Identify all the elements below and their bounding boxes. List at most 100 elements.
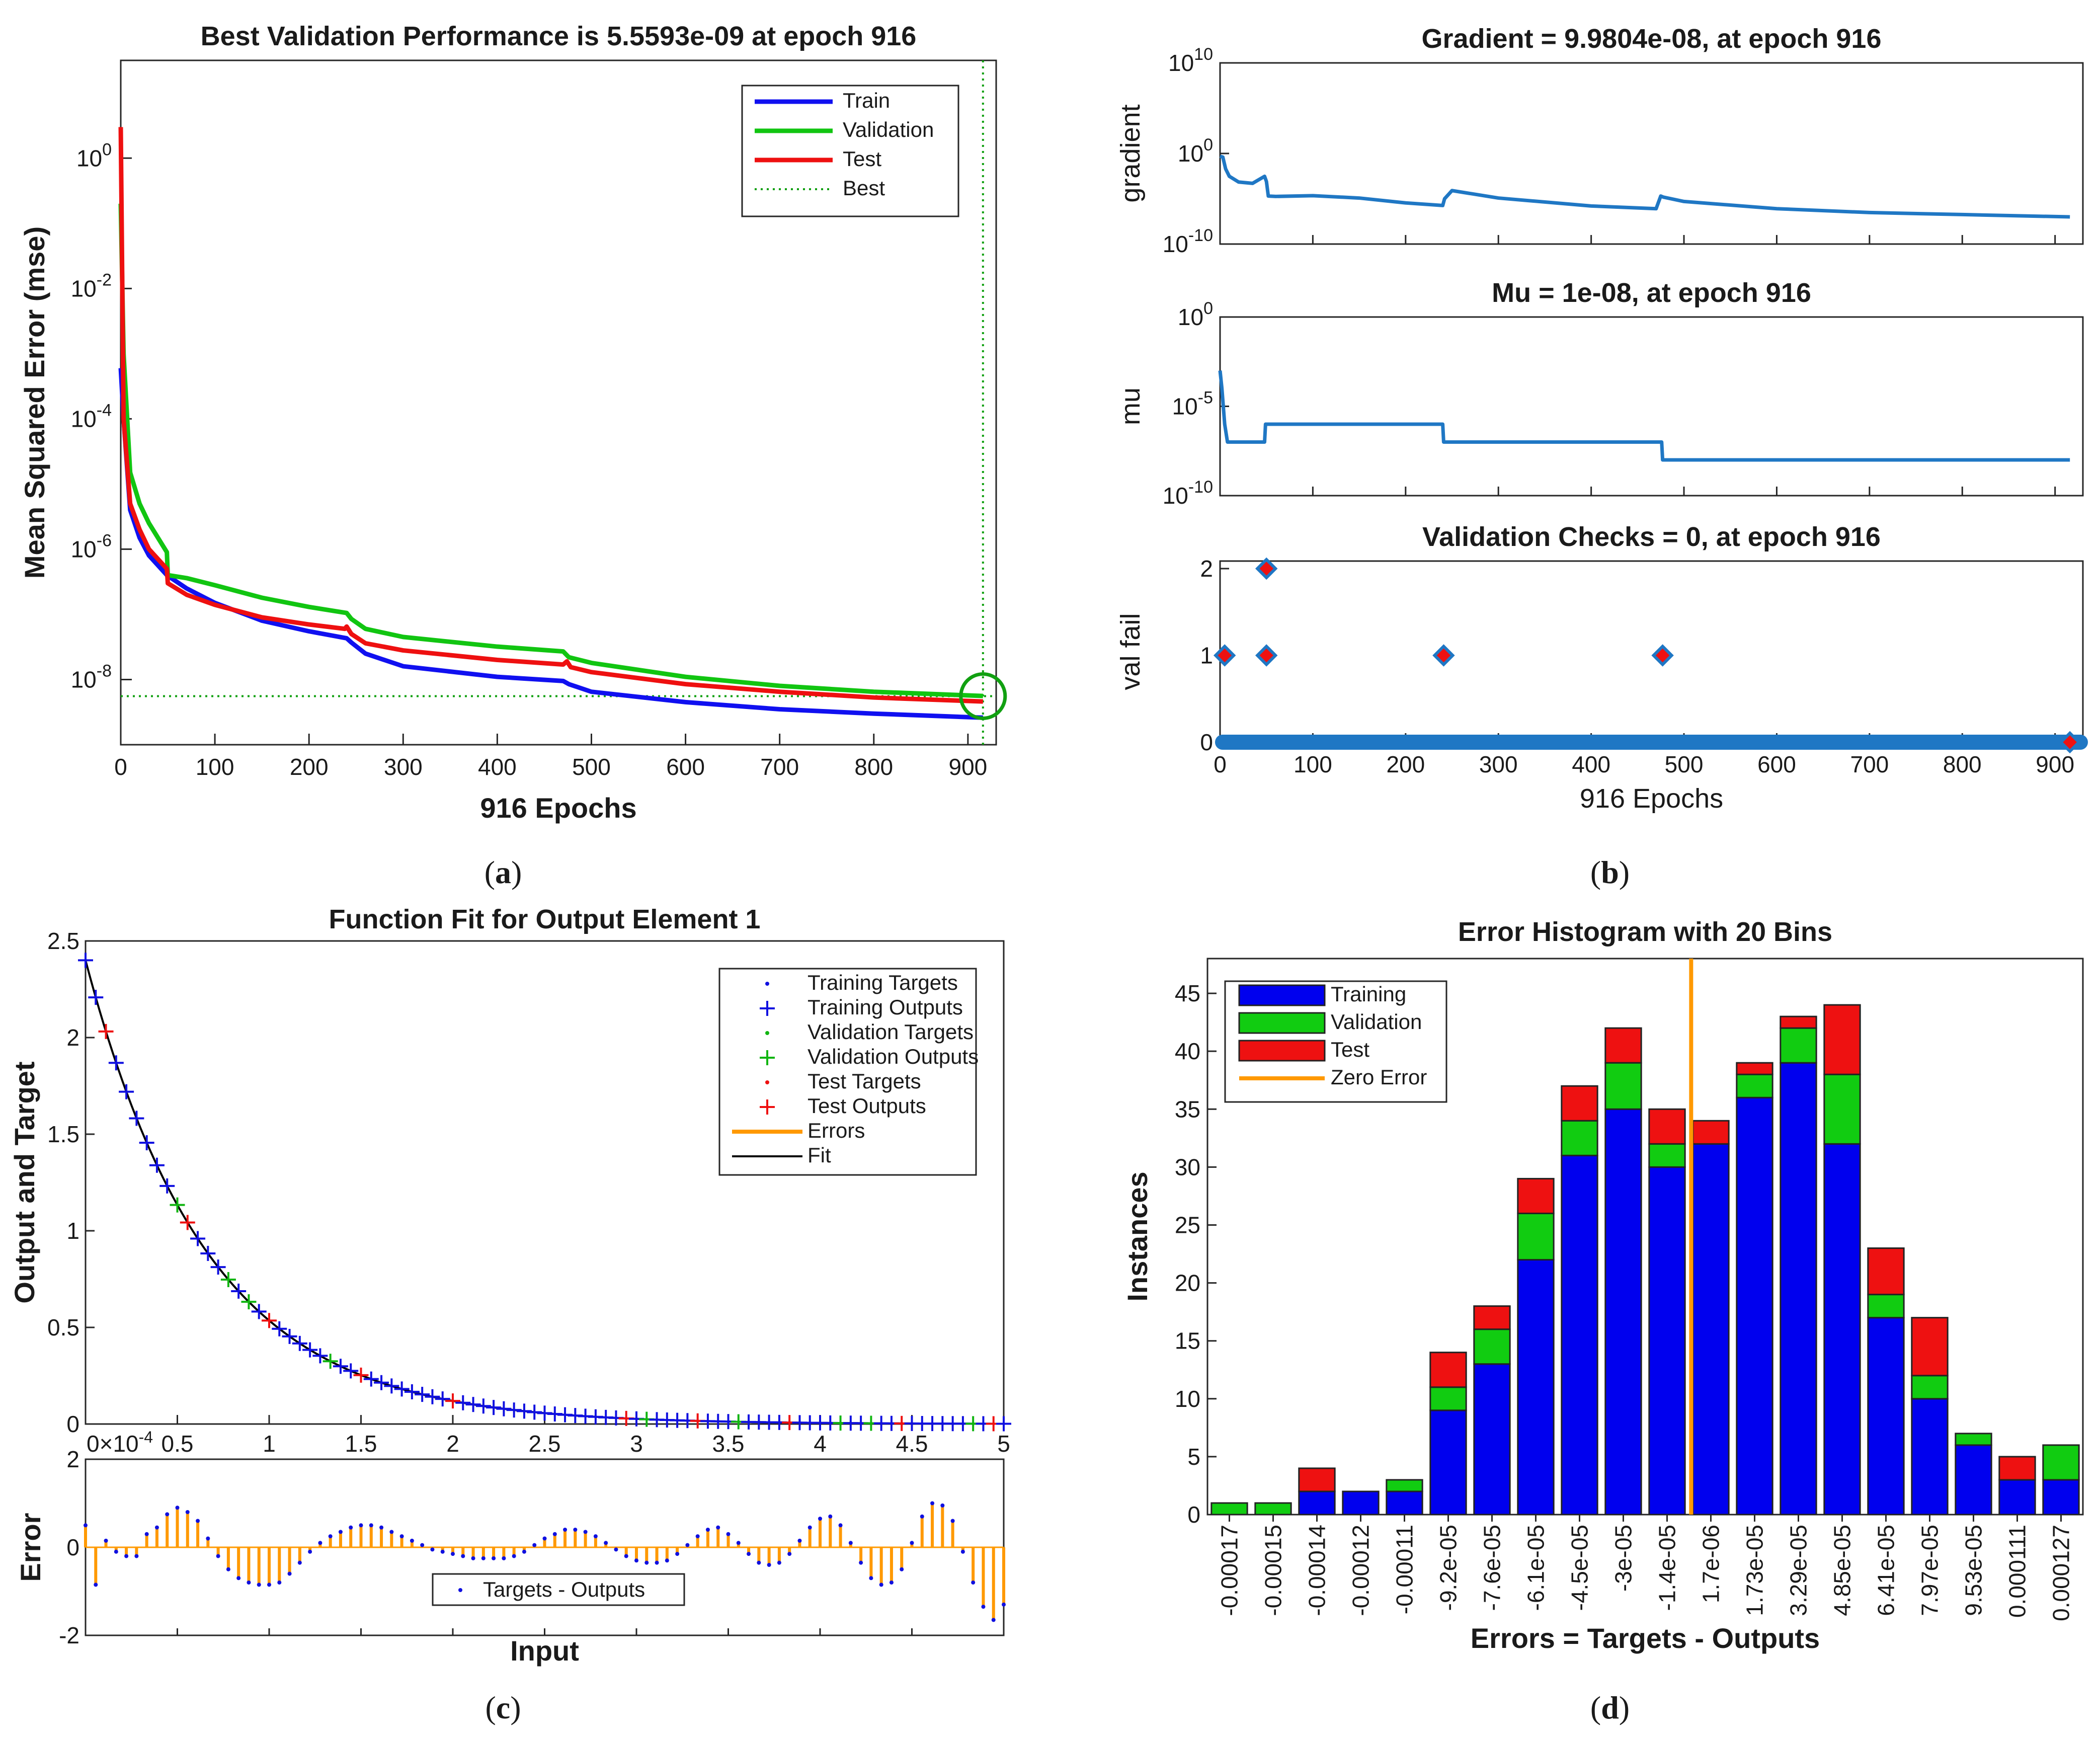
bar-validation — [1911, 1375, 1949, 1400]
series-validation-line — [118, 203, 983, 698]
legend-label: Test — [843, 147, 881, 171]
x-tick-label: -0.00015 — [1260, 1525, 1286, 1616]
y-tick-label: 10 — [1175, 1386, 1200, 1412]
x-tick-label: 300 — [1479, 751, 1518, 777]
subplot-y-label: val fail — [1115, 613, 1146, 690]
subplot-area — [1219, 62, 2084, 245]
legend-label: Zero Error — [1331, 1065, 1427, 1089]
error-point — [900, 1567, 904, 1571]
error-point — [542, 1536, 547, 1541]
x-tick-label: 4.85e-05 — [1829, 1525, 1855, 1616]
tick-exponent: 10 — [1194, 45, 1213, 64]
subplot-area — [1219, 560, 2084, 743]
legend-label: Validation Outputs — [807, 1045, 979, 1068]
error-point — [277, 1581, 282, 1585]
x-tick-label: 400 — [478, 754, 517, 780]
tick-base: 10 — [1178, 140, 1203, 167]
error-point — [267, 1583, 271, 1587]
error-point — [930, 1501, 935, 1506]
error-point — [675, 1552, 680, 1556]
bar-training — [1823, 1143, 1861, 1516]
x-tick-label: -1.4e-05 — [1654, 1525, 1680, 1611]
error-point — [134, 1554, 139, 1558]
error-point — [440, 1549, 445, 1554]
x-tick-label: 200 — [1386, 751, 1425, 777]
bar-validation — [1867, 1294, 1905, 1319]
legend-swatch — [765, 1031, 769, 1035]
x-tick-label: 200 — [290, 754, 329, 780]
error-point — [185, 1510, 190, 1514]
legend-label: Training — [1331, 982, 1406, 1006]
bar-validation — [1561, 1120, 1598, 1156]
x-axis-label: 916 Epochs — [480, 792, 636, 824]
x-tick-label: 3.5 — [712, 1431, 745, 1457]
tick-exponent: -4 — [97, 401, 112, 420]
x-tick-label: 2 — [446, 1431, 459, 1457]
y-tick-label: 0 — [1187, 1502, 1200, 1528]
y-tick-label: -2 — [59, 1622, 79, 1648]
error-point — [705, 1528, 710, 1532]
tick-base: 10 — [71, 666, 97, 692]
tick-exponent: -5 — [1198, 388, 1213, 408]
x-tick-label: 1.5 — [345, 1431, 377, 1457]
legend-box — [718, 968, 977, 1176]
x-tick-label: 500 — [572, 754, 611, 780]
bar-training — [1692, 1143, 1730, 1516]
x-axis-label: 916 Epochs — [1580, 783, 1723, 814]
tick-base: 10 — [1163, 231, 1188, 257]
y-tick-label: 10-5 — [1172, 388, 1213, 420]
legend-label: Training Outputs — [807, 995, 963, 1019]
tick-exponent: -10 — [1188, 226, 1213, 245]
y-tick-label: 0 — [66, 1411, 79, 1437]
y-tick-label: 0 — [1200, 729, 1213, 755]
x-tick-label: 800 — [1943, 751, 1982, 777]
error-point — [655, 1560, 659, 1565]
legend-label: Errors — [807, 1119, 865, 1142]
legend-label: Test Outputs — [807, 1094, 926, 1118]
panel-caption-letter: a — [495, 854, 511, 890]
tick-base: 10 — [71, 275, 97, 301]
x-tick-label: 3 — [630, 1431, 643, 1457]
error-point — [154, 1525, 159, 1530]
panel-b: Gradient = 9.9804e-08, at epoch 916 gradi… — [1115, 24, 2088, 890]
y-tick-label: 45 — [1175, 980, 1200, 1006]
error-point — [471, 1556, 475, 1560]
y-tick-label: 2 — [1200, 556, 1213, 582]
error-point — [950, 1519, 955, 1523]
x-tick-label: -7.6e-05 — [1479, 1525, 1505, 1611]
error-point — [940, 1503, 945, 1508]
y-tick-label: 1010 — [1168, 45, 1213, 76]
error-point — [879, 1583, 883, 1587]
x-tick-label: 5 — [997, 1431, 1010, 1457]
series-test-line — [118, 127, 983, 704]
error-point — [124, 1554, 129, 1558]
panel-caption: (a) — [484, 854, 522, 890]
y-axis-label: Mean Squared Error (mse) — [19, 226, 50, 579]
error-point — [573, 1528, 578, 1532]
bar-test — [1780, 1015, 1817, 1029]
bar-test — [1561, 1085, 1598, 1122]
y-tick-label: 2 — [66, 1024, 79, 1051]
tick-exponent: 0 — [1203, 135, 1213, 154]
error-y-axis-label: Error — [15, 1513, 46, 1582]
error-point — [604, 1541, 608, 1545]
error-point — [716, 1525, 720, 1530]
x-tick-label: 6.41e-05 — [1873, 1525, 1899, 1616]
legend-box — [741, 85, 959, 217]
error-point — [104, 1538, 108, 1543]
tick-base: 10 — [76, 145, 102, 171]
panel-caption: (b) — [1590, 854, 1630, 890]
error-point — [583, 1530, 588, 1534]
legend-label: Train — [843, 89, 890, 112]
bar-test — [1517, 1177, 1555, 1214]
subplot-line — [1218, 370, 2070, 462]
y-tick-label: 10-8 — [71, 661, 112, 692]
bar-test — [1736, 1062, 1773, 1075]
legend-label: Validation — [843, 118, 934, 141]
bar-training — [1561, 1154, 1598, 1516]
x-tick-label: 4 — [814, 1431, 827, 1457]
x-tick-label: 500 — [1665, 751, 1704, 777]
y-tick-label: 1.5 — [47, 1121, 79, 1147]
bar-validation — [1386, 1479, 1423, 1492]
